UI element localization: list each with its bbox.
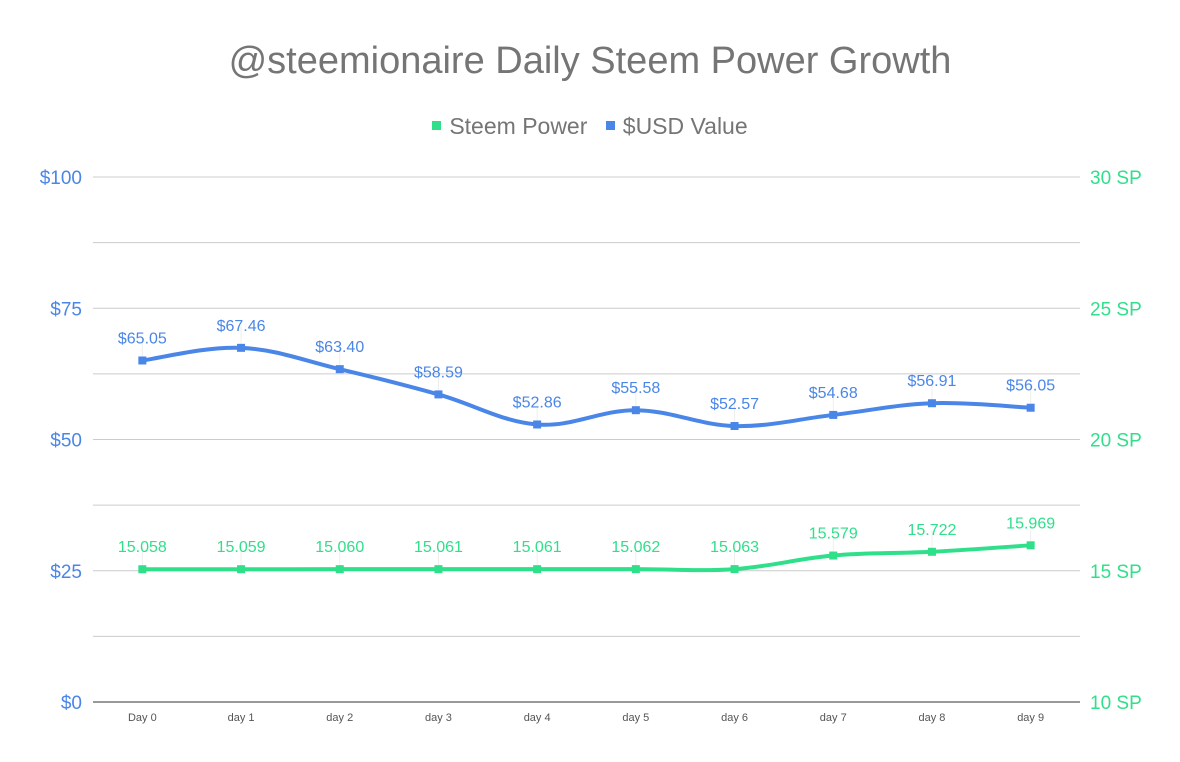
data-point-steem-power — [335, 565, 344, 574]
data-label-usd-value: $56.05 — [1006, 378, 1055, 395]
x-axis-tick-label: day 8 — [918, 712, 945, 724]
data-label-steem-power: 15.059 — [217, 539, 266, 556]
x-axis-tick-label: day 4 — [524, 712, 551, 724]
data-label-steem-power: 15.061 — [513, 539, 562, 556]
data-point-steem-power — [237, 565, 246, 574]
legend-item-usd-value[interactable]: $USD Value — [605, 113, 748, 140]
data-label-steem-power: 15.058 — [118, 539, 167, 556]
x-axis-tick-label: Day 0 — [128, 712, 157, 724]
data-label-steem-power: 15.062 — [611, 539, 660, 556]
x-axis-tick-label: day 5 — [622, 712, 649, 724]
data-label-usd-value: $56.91 — [907, 373, 956, 390]
left-axis-tick-label: $75 — [50, 299, 82, 320]
data-point-usd-value — [927, 399, 936, 408]
data-point-steem-power — [533, 565, 542, 574]
data-point-usd-value — [335, 365, 344, 374]
legend: Steem Power $USD Value — [0, 113, 1180, 140]
data-label-usd-value: $52.57 — [710, 396, 759, 413]
data-label-usd-value: $63.40 — [315, 339, 364, 356]
x-axis-tick-label: day 7 — [820, 712, 847, 724]
data-point-steem-power — [730, 565, 739, 574]
data-point-usd-value — [138, 356, 147, 365]
data-point-steem-power — [927, 547, 936, 556]
right-axis-tick-label: 10 SP — [1090, 693, 1142, 714]
right-axis-tick-label: 25 SP — [1090, 299, 1142, 320]
data-point-usd-value — [1026, 403, 1035, 412]
left-axis-tick-label: $0 — [61, 693, 82, 714]
legend-swatch-usd-value — [605, 121, 615, 131]
data-label-steem-power: 15.579 — [809, 526, 858, 543]
x-axis-tick-label: day 3 — [425, 712, 452, 724]
legend-label-steem-power: Steem Power — [449, 113, 588, 139]
series-line-steem-power — [142, 543, 1031, 573]
data-point-usd-value — [434, 390, 443, 399]
data-label-usd-value: $65.05 — [118, 330, 167, 347]
legend-item-steem-power[interactable]: Steem Power — [432, 113, 587, 140]
left-axis-tick-label: $100 — [40, 168, 82, 189]
data-label-usd-value: $52.86 — [513, 394, 562, 411]
data-point-steem-power — [138, 565, 147, 574]
data-point-usd-value — [730, 422, 739, 431]
data-point-usd-value — [829, 410, 838, 419]
data-label-usd-value: $54.68 — [809, 385, 858, 402]
x-axis-tick-label: day 9 — [1017, 712, 1044, 724]
right-axis-tick-label: 30 SP — [1090, 168, 1142, 189]
data-point-usd-value — [237, 343, 246, 352]
data-label-steem-power: 15.722 — [907, 522, 956, 539]
data-label-steem-power: 15.060 — [315, 539, 364, 556]
data-label-usd-value: $58.59 — [414, 364, 463, 381]
data-point-steem-power — [1026, 541, 1035, 550]
data-label-steem-power: 15.063 — [710, 539, 759, 556]
data-point-steem-power — [631, 565, 640, 574]
data-label-steem-power: 15.969 — [1006, 515, 1055, 532]
right-axis-tick-label: 15 SP — [1090, 562, 1142, 583]
legend-label-usd-value: $USD Value — [622, 113, 748, 139]
right-axis-tick-label: 20 SP — [1090, 431, 1142, 452]
left-axis-tick-label: $25 — [50, 562, 82, 583]
data-point-steem-power — [434, 565, 443, 574]
data-point-steem-power — [829, 551, 838, 560]
data-label-usd-value: $55.58 — [611, 380, 660, 397]
series-line-usd-value — [142, 345, 1031, 429]
x-axis-tick-label: day 6 — [721, 712, 748, 724]
chart-title: @steemionaire Daily Steem Power Growth — [228, 40, 952, 82]
x-axis-tick-label: day 2 — [326, 712, 353, 724]
x-axis-tick-label: day 1 — [228, 712, 255, 724]
data-point-usd-value — [631, 406, 640, 415]
data-label-steem-power: 15.061 — [414, 539, 463, 556]
left-axis-tick-label: $50 — [50, 431, 82, 452]
legend-swatch-steem-power — [432, 121, 442, 131]
data-label-usd-value: $67.46 — [217, 318, 266, 335]
data-point-usd-value — [533, 420, 542, 429]
